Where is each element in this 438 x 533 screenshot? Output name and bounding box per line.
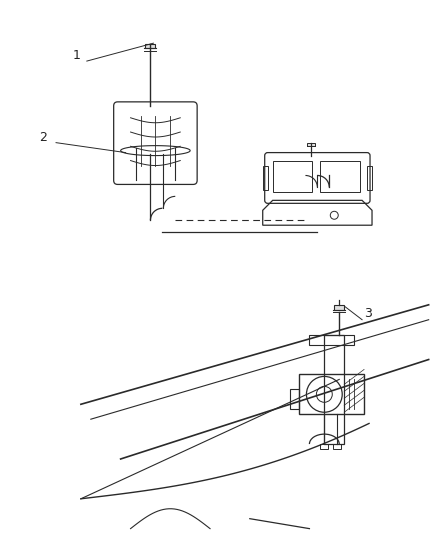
- Text: 2: 2: [39, 131, 47, 144]
- Text: 3: 3: [364, 306, 372, 320]
- Polygon shape: [307, 143, 315, 146]
- Text: 1: 1: [73, 49, 81, 62]
- Polygon shape: [334, 305, 344, 310]
- Polygon shape: [145, 44, 155, 48]
